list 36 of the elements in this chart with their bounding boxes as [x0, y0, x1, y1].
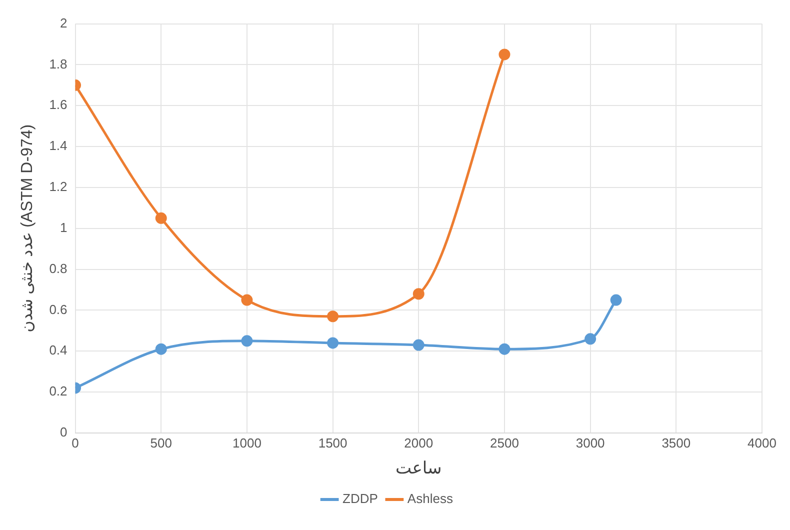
y-tick-label: 2: [60, 15, 68, 30]
point: [498, 343, 510, 355]
point: [610, 294, 622, 306]
x-tick-label: 500: [150, 435, 172, 450]
x-tick-label: 4000: [748, 435, 776, 450]
x-axis-title: ساعت: [396, 458, 442, 478]
point: [412, 288, 424, 300]
y-tick-label: 0.4: [49, 342, 68, 358]
point: [327, 310, 339, 322]
point: [327, 337, 339, 349]
y-tick-label: 1.2: [49, 179, 68, 194]
y-tick-label: 0.6: [49, 302, 68, 317]
x-tick-label: 3000: [576, 435, 605, 450]
y-axis-title: عدد خنثی شدن (ASTM D-974): [19, 124, 36, 332]
y-tick-label: 1.6: [49, 97, 68, 112]
y-tick-label: 1: [60, 220, 68, 235]
y-tick-label: 1.4: [49, 138, 68, 154]
point: [498, 48, 510, 60]
legend-label: ZDDP: [342, 491, 378, 506]
y-tick-label: 0.2: [49, 384, 68, 399]
x-tick-label: 1000: [232, 435, 262, 450]
y-tick-label: 0.8: [49, 260, 68, 276]
point: [155, 343, 167, 355]
y-tick-label: 0: [60, 424, 68, 440]
x-tick-label: 3500: [662, 435, 691, 450]
point: [584, 333, 596, 345]
point: [155, 212, 167, 224]
x-tick-label: 0: [72, 435, 79, 450]
legend-label: Ashless: [407, 491, 454, 506]
y-tick-label: 1.8: [49, 56, 68, 72]
x-tick-label: 1500: [318, 435, 348, 450]
point: [241, 335, 253, 347]
point: [412, 339, 424, 351]
x-tick-label: 2500: [490, 435, 519, 450]
x-tick-label: 2000: [404, 435, 434, 450]
point: [241, 294, 253, 306]
